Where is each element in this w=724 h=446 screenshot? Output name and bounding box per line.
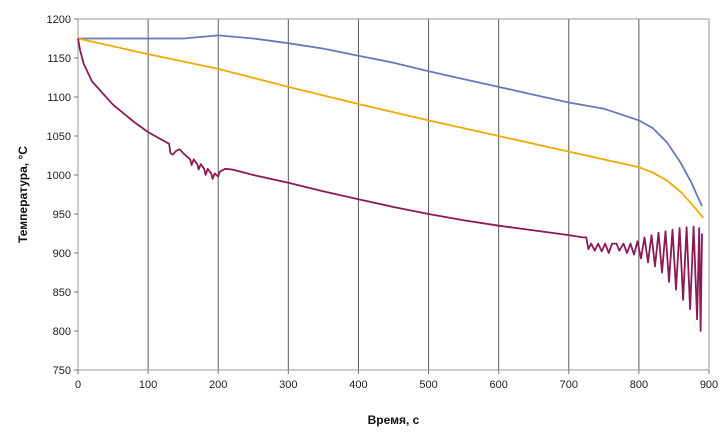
x-tick-label: 700 bbox=[560, 379, 578, 391]
y-tick-label: 900 bbox=[53, 248, 71, 260]
plot-frame bbox=[77, 18, 710, 371]
series-line-1 bbox=[78, 34, 703, 207]
x-tick-label: 800 bbox=[630, 379, 648, 391]
grid bbox=[147, 19, 640, 370]
x-tick-label: 200 bbox=[209, 379, 227, 391]
y-axis-title: Температура, °С bbox=[16, 146, 30, 243]
x-tick-label: 0 bbox=[75, 379, 81, 391]
series-layer bbox=[77, 34, 705, 332]
y-tick-label: 950 bbox=[53, 209, 71, 221]
y-tick-label: 800 bbox=[53, 326, 71, 338]
x-tick-label: 300 bbox=[279, 379, 297, 391]
y-tick-label: 750 bbox=[53, 365, 71, 377]
series-line-2 bbox=[77, 37, 705, 219]
x-tick-label: 900 bbox=[700, 379, 718, 391]
series-line-3 bbox=[77, 38, 703, 332]
y-tick-label: 850 bbox=[53, 287, 71, 299]
x-tick-label: 400 bbox=[349, 379, 367, 391]
x-tick-label: 600 bbox=[489, 379, 507, 391]
y-tick-label: 1050 bbox=[47, 131, 71, 143]
y-tick-label: 1150 bbox=[47, 53, 71, 65]
y-tick-label: 1100 bbox=[47, 92, 71, 104]
y-tick-label: 1000 bbox=[47, 170, 71, 182]
axes: 0 100 200 300 400 500 600 700 800 900 750 800 850 900… bbox=[47, 14, 719, 391]
x-axis-title: Время, с bbox=[368, 413, 420, 427]
x-tick-label: 500 bbox=[419, 379, 437, 391]
y-tick-label: 1200 bbox=[47, 14, 71, 26]
x-tick-label: 100 bbox=[139, 379, 157, 391]
